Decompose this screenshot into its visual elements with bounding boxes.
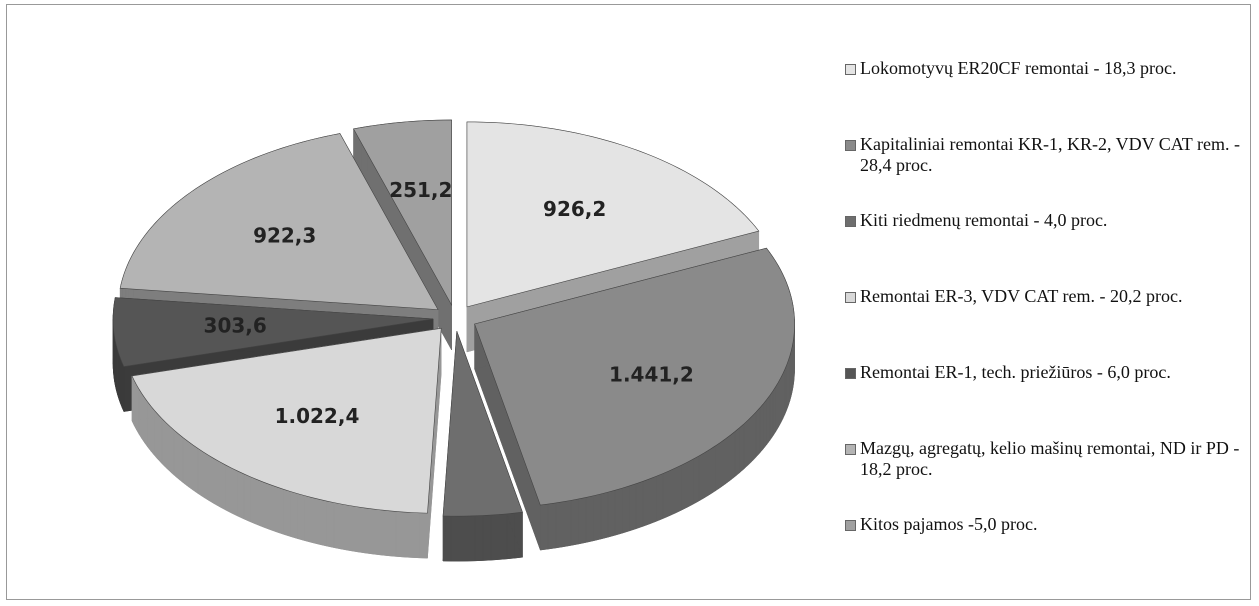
legend-item: Kitos pajamos -5,0 proc. — [845, 514, 1240, 590]
legend-swatch — [845, 520, 856, 531]
data-label: 251,2 — [389, 178, 452, 202]
legend-swatch — [845, 368, 856, 379]
slice — [442, 331, 523, 517]
legend-swatch — [845, 444, 856, 455]
data-label: 201,5 — [469, 602, 532, 606]
legend-swatch — [845, 292, 856, 303]
legend-item: Kiti riedmenų remontai - 4,0 proc. — [845, 210, 1240, 286]
legend-item: Remontai ER-1, tech. priežiūros - 6,0 pr… — [845, 362, 1240, 438]
legend-label: Lokomotyvų ER20CF remontai - 18,3 proc. — [860, 58, 1177, 78]
pie-chart: 926,2 1.441,2 201,5 1.022,4 303,6 922,3 251,2 — [112, 119, 795, 606]
legend-swatch — [845, 64, 856, 75]
legend-label: Kapitaliniai remontai KR-1, KR-2, VDV CA… — [860, 134, 1240, 175]
data-label: 1.022,4 — [275, 404, 360, 428]
data-label: 922,3 — [253, 223, 316, 247]
legend-label: Remontai ER-1, tech. priežiūros - 6,0 pr… — [860, 362, 1171, 382]
legend-swatch — [845, 140, 856, 151]
chart-frame — [6, 4, 1251, 600]
legend-item: Remontai ER-3, VDV CAT rem. - 20,2 proc. — [845, 286, 1240, 362]
legend-label: Remontai ER-3, VDV CAT rem. - 20,2 proc. — [860, 286, 1183, 306]
legend-label: Mazgų, agregatų, kelio mašinų remontai, … — [860, 438, 1240, 479]
legend-label: Kiti riedmenų remontai - 4,0 proc. — [860, 210, 1108, 230]
slice — [474, 247, 795, 506]
data-label: 926,2 — [543, 197, 606, 221]
slice — [119, 133, 439, 310]
slice — [112, 297, 434, 367]
slice — [131, 327, 442, 514]
legend-item: Kapitaliniai remontai KR-1, KR-2, VDV CA… — [845, 134, 1240, 210]
slice — [466, 121, 760, 308]
data-label: 303,6 — [204, 314, 267, 338]
legend: Lokomotyvų ER20CF remontai - 18,3 proc. K… — [845, 58, 1240, 590]
legend-item: Mazgų, agregatų, kelio mašinų remontai, … — [845, 438, 1240, 514]
slice — [353, 119, 452, 307]
legend-label: Kitos pajamos -5,0 proc. — [860, 514, 1038, 534]
legend-item: Lokomotyvų ER20CF remontai - 18,3 proc. — [845, 58, 1240, 134]
legend-swatch — [845, 216, 856, 227]
data-label: 1.441,2 — [609, 363, 694, 387]
